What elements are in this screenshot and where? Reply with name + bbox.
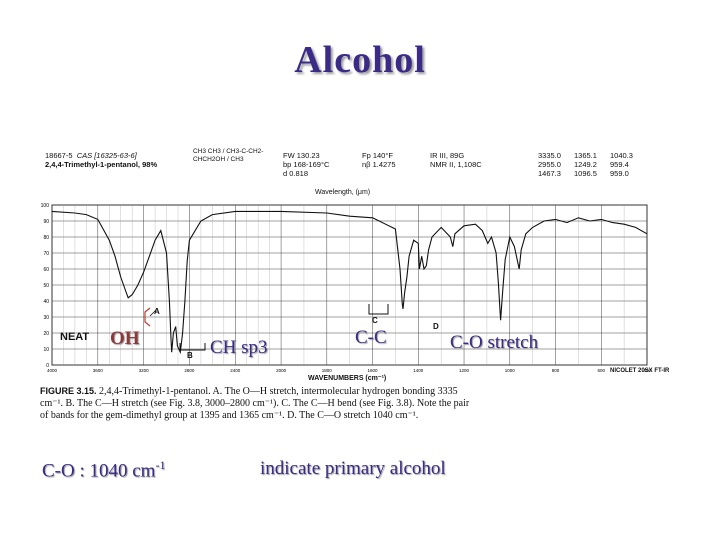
- a-pointer: [149, 309, 157, 317]
- y-tick-label-5: 50: [43, 283, 49, 289]
- x-tick-label-9: 1200: [459, 368, 470, 373]
- physical-props: FW 130.23 bp 168-169°C d 0.818: [283, 151, 329, 178]
- x-tick-label-0: 4000: [47, 368, 58, 373]
- cc-bracket: [368, 304, 389, 315]
- density: d 0.818: [283, 169, 309, 178]
- x-tick-label-3: 2800: [184, 368, 195, 373]
- fw: FW 130.23: [283, 151, 320, 160]
- peak-label-d: D: [433, 322, 439, 331]
- spectrum-line: [51, 210, 648, 355]
- x-tick-label-2: 3200: [139, 368, 150, 373]
- y-tick-label-3: 30: [43, 315, 49, 321]
- x-tick-label-12: 600: [598, 368, 606, 373]
- plot-ticks: 0 10 20 30 40 50 60 70 80 90 100 4000 3600 3200 2800 24…: [41, 203, 652, 373]
- conclusion: indicate primary alcohol: [260, 458, 446, 479]
- peak-col1-0: 3335.0: [538, 151, 561, 160]
- peak-label-a: A: [154, 307, 160, 316]
- cas-number: CAS [16325-63-6]: [76, 151, 137, 160]
- peak-label-b: B: [187, 351, 193, 360]
- peak-col3-1: 959.4: [610, 160, 629, 169]
- figure-number: FIGURE 3.15.: [40, 386, 97, 396]
- y-tick-label-0: 0: [46, 363, 49, 369]
- annotation-oh: OH: [110, 328, 140, 349]
- structure-formula: CH3 CH3 / CH3-C-CH2-CHCH2OH / CH3: [193, 148, 264, 163]
- x-tick-label-4: 2400: [230, 368, 241, 373]
- catalog-info: 18667-5 CAS [16325-63-6] 2,4,4-Trimethyl…: [45, 151, 157, 169]
- x-tick-label-6: 1800: [322, 368, 333, 373]
- y-tick-label-7: 70: [43, 251, 49, 257]
- y-tick-label-4: 40: [43, 299, 49, 305]
- peak-col3-0: 1040.3: [610, 151, 633, 160]
- y-tick-label-6: 60: [43, 267, 49, 273]
- peak-label-c: C: [372, 316, 378, 325]
- ch-bracket: [179, 343, 206, 351]
- figure-caption: FIGURE 3.15. 2,4,4-Trimethyl-1-pentanol.…: [40, 385, 470, 422]
- co-value-sup: -1: [155, 458, 166, 472]
- wavelength-label: Wavelength, (μm): [315, 189, 371, 196]
- slide-title: Alcohol: [294, 39, 426, 81]
- peak-col2-1: 1249.2: [574, 160, 597, 169]
- ir-reference: IR III, 89G: [430, 151, 465, 160]
- sample-label: NEAT: [60, 331, 90, 343]
- co-value: C-O : 1040 cm-1: [42, 458, 165, 482]
- x-tick-label-11: 800: [552, 368, 560, 373]
- flash-point: Fp 140°F: [362, 151, 393, 160]
- caption-text: 2,4,4-Trimethyl-1-pentanol. A. The O—H s…: [40, 386, 470, 421]
- x-tick-label-8: 1400: [413, 368, 424, 373]
- co-value-text: C-O : 1040 cm: [42, 460, 156, 482]
- nmr-reference: NMR II, 1,108C: [430, 160, 482, 169]
- peak-col2-2: 1096.5: [574, 169, 597, 178]
- x-tick-label-13: 400: [643, 368, 651, 373]
- x-tick-label-7: 1600: [368, 368, 379, 373]
- x-tick-label-1: 3600: [93, 368, 104, 373]
- y-tick-label-10: 100: [41, 203, 50, 209]
- y-tick-label-2: 20: [43, 331, 49, 337]
- x-tick-label-10: 1000: [505, 368, 516, 373]
- catalog-number: 18667-5: [45, 151, 73, 160]
- oh-bracket: [144, 307, 151, 327]
- instrument-label: NICOLET 20SX FT-IR: [610, 368, 670, 374]
- annotation-co: C-O stretch: [450, 332, 539, 353]
- bp: bp 168-169°C: [283, 160, 330, 169]
- reference-info: IR III, 89G NMR II, 1,108C: [430, 151, 482, 169]
- annotation-cc: C-C: [355, 327, 387, 348]
- compound-name: 2,4,4-Trimethyl-1-pentanol, 98%: [45, 160, 158, 169]
- wavenumber-label: WAVENUMBERS (cm⁻¹): [308, 375, 387, 382]
- peak-col1-2: 1467.3: [538, 169, 561, 178]
- x-tick-label-5: 2000: [276, 368, 287, 373]
- peak-col3-2: 959.0: [610, 169, 629, 178]
- plot-grid: [51, 204, 648, 366]
- peak-col2-0: 1365.1: [574, 151, 597, 160]
- annotation-ch: CH sp3: [210, 337, 268, 358]
- peak-list: 3335.0 2955.0 1467.3 1365.1 1249.2 1096.…: [538, 151, 646, 178]
- optical-props: Fp 140°F nβ 1.4275: [362, 151, 396, 169]
- y-tick-label-1: 10: [43, 347, 49, 353]
- y-tick-label-8: 80: [43, 235, 49, 241]
- y-tick-label-9: 90: [43, 219, 49, 225]
- refractive-index: nβ 1.4275: [362, 160, 396, 169]
- peak-col1-1: 2955.0: [538, 160, 561, 169]
